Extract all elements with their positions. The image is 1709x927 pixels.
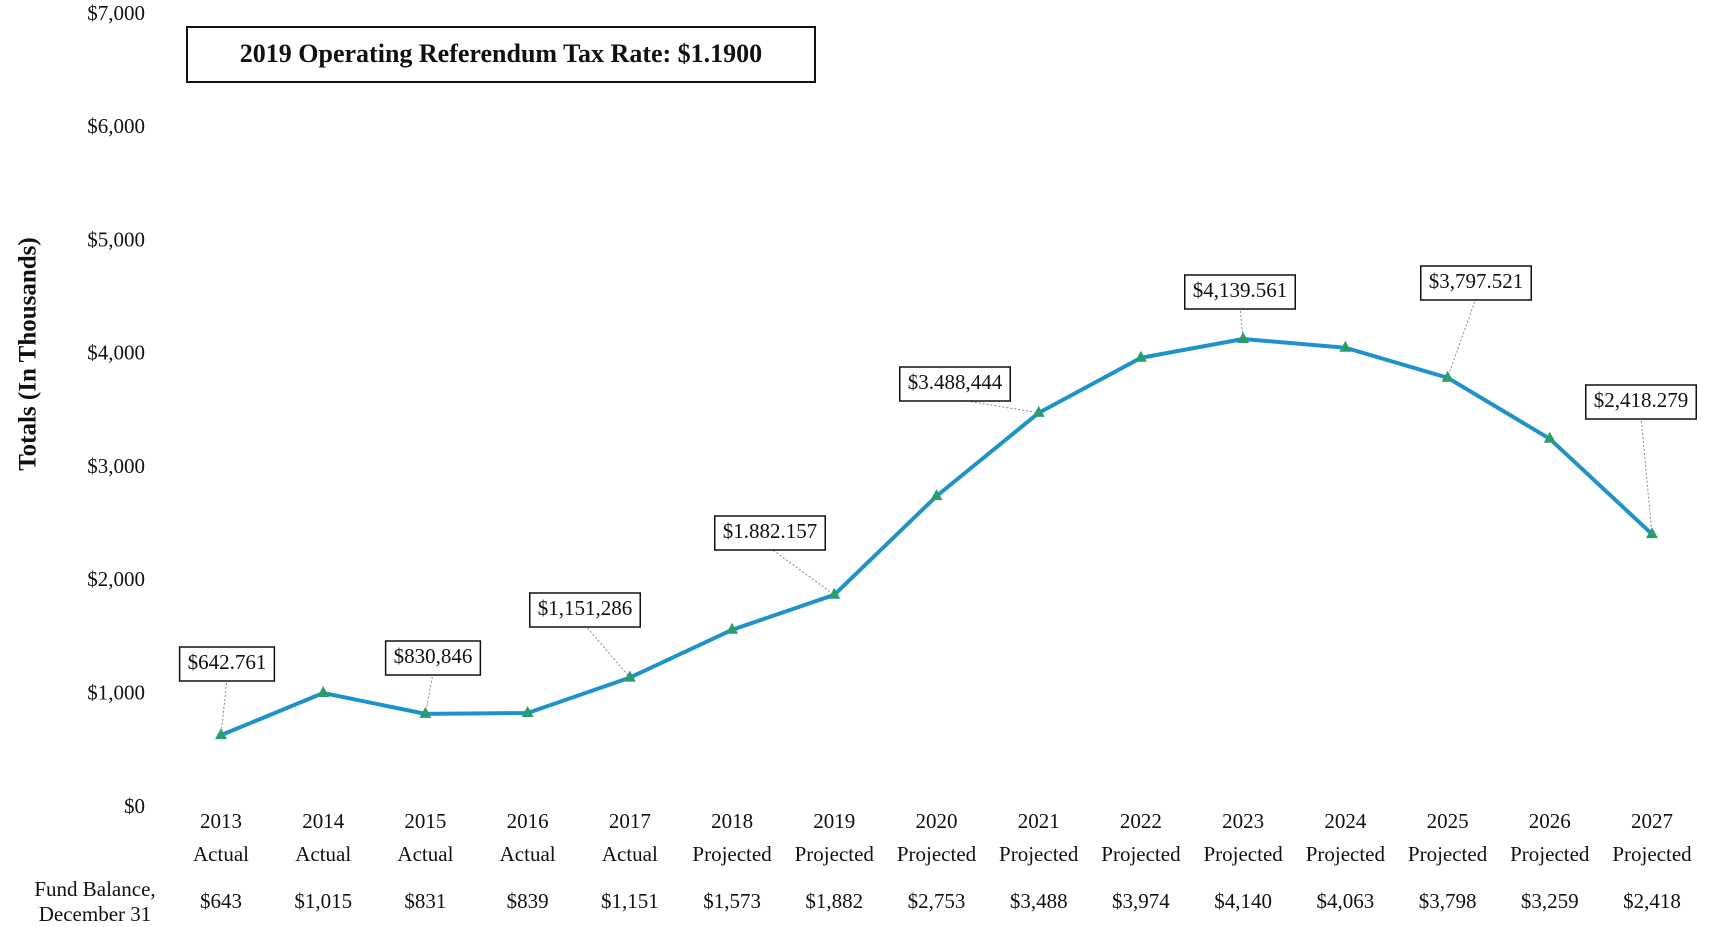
- y-tick-label: $6,000: [87, 114, 145, 138]
- value-label: $1,015: [294, 889, 352, 913]
- x-tick-label: 2016: [507, 809, 549, 833]
- x-tick-status: Projected: [1510, 842, 1590, 866]
- callout-box: [1184, 274, 1296, 310]
- x-tick-status: Actual: [602, 842, 658, 866]
- callout-box: [384, 640, 482, 676]
- value-label: $3,259: [1521, 889, 1579, 913]
- x-tick-status: Projected: [1306, 842, 1386, 866]
- callout-label: $3.488,444: [908, 370, 1003, 394]
- y-tick-label: $0: [124, 794, 145, 818]
- callout-box: [1420, 265, 1532, 301]
- value-label: $831: [404, 889, 446, 913]
- x-tick-status: Projected: [1408, 842, 1488, 866]
- marker: [1543, 431, 1556, 443]
- x-tick-label: 2013: [200, 809, 242, 833]
- callout-leader: [1239, 306, 1244, 340]
- x-tick-status: Actual: [500, 842, 556, 866]
- y-tick-label: $2,000: [87, 567, 145, 591]
- x-tick-status: Projected: [897, 842, 977, 866]
- value-label: $3,488: [1010, 889, 1068, 913]
- x-tick-label: 2022: [1120, 809, 1162, 833]
- callout-box: [714, 515, 826, 551]
- callout-box: [529, 592, 641, 628]
- marker: [317, 686, 330, 698]
- x-tick-label: 2017: [609, 809, 651, 833]
- value-label: $4,063: [1316, 889, 1374, 913]
- x-tick-status: Actual: [193, 842, 249, 866]
- callout-box: [1585, 384, 1697, 420]
- x-tick-label: 2023: [1222, 809, 1264, 833]
- x-tick-label: 2026: [1529, 809, 1571, 833]
- callout-label: $830,846: [394, 644, 473, 668]
- x-tick-status: Projected: [795, 842, 875, 866]
- title-box: [186, 26, 816, 83]
- callout-leader: [769, 547, 835, 596]
- row-label: December 31: [39, 902, 152, 926]
- callout-label: $4,139.561: [1193, 278, 1288, 302]
- x-tick-status: Actual: [295, 842, 351, 866]
- x-tick-status: Projected: [999, 842, 1079, 866]
- y-tick-label: $7,000: [87, 1, 145, 25]
- value-label: $1,882: [805, 889, 863, 913]
- chart-title: 2019 Operating Referendum Tax Rate: $1.1…: [240, 39, 762, 68]
- value-label: $3,798: [1419, 889, 1477, 913]
- y-tick-label: $5,000: [87, 227, 145, 251]
- callout-box: [899, 366, 1011, 402]
- value-label: $2,418: [1623, 889, 1681, 913]
- callout-label: $1,151,286: [538, 596, 633, 620]
- callout-box: [178, 646, 276, 682]
- value-label: $2,753: [908, 889, 966, 913]
- y-axis-title: Totals (In Thousands): [15, 237, 42, 470]
- value-label: $1,573: [703, 889, 761, 913]
- x-tick-label: 2021: [1018, 809, 1060, 833]
- x-tick-label: 2027: [1631, 809, 1673, 833]
- callout-leader: [424, 672, 434, 714]
- value-label: $1,151: [601, 889, 659, 913]
- y-tick-label: $4,000: [87, 341, 145, 365]
- y-tick-label: $3,000: [87, 454, 145, 478]
- callout-label: $2,418.279: [1594, 388, 1689, 412]
- x-tick-status: Projected: [692, 842, 772, 866]
- marker: [1339, 340, 1352, 352]
- x-tick-label: 2015: [404, 809, 446, 833]
- callout-leader: [1447, 297, 1477, 378]
- value-label: $643: [200, 889, 242, 913]
- x-tick-label: 2019: [813, 809, 855, 833]
- callout-label: $642.761: [188, 650, 267, 674]
- value-label: $3,974: [1112, 889, 1170, 913]
- marker: [1134, 350, 1147, 362]
- x-tick-status: Actual: [397, 842, 453, 866]
- marker: [521, 705, 534, 717]
- callout-label: $3,797.521: [1429, 269, 1524, 293]
- marker: [623, 670, 636, 682]
- x-tick-label: 2018: [711, 809, 753, 833]
- x-tick-status: Projected: [1612, 842, 1692, 866]
- y-tick-label: $1,000: [87, 681, 145, 705]
- value-label: $4,140: [1214, 889, 1272, 913]
- x-tick-label: 2025: [1427, 809, 1469, 833]
- value-label: $839: [507, 889, 549, 913]
- x-tick-label: 2020: [916, 809, 958, 833]
- callout-leader: [220, 678, 228, 736]
- callout-label: $1.882.157: [723, 519, 818, 543]
- callout-leader: [1640, 416, 1653, 535]
- x-tick-label: 2014: [302, 809, 345, 833]
- x-tick-label: 2024: [1324, 809, 1367, 833]
- row-label: Fund Balance,: [34, 877, 155, 901]
- marker: [828, 587, 841, 599]
- marker: [215, 728, 227, 740]
- marker: [930, 489, 943, 501]
- x-tick-status: Projected: [1203, 842, 1283, 866]
- marker: [1441, 370, 1454, 382]
- x-tick-status: Projected: [1101, 842, 1181, 866]
- callout-leader: [584, 624, 631, 678]
- marker: [1032, 405, 1045, 417]
- marker: [1237, 331, 1250, 343]
- marker: [726, 622, 739, 634]
